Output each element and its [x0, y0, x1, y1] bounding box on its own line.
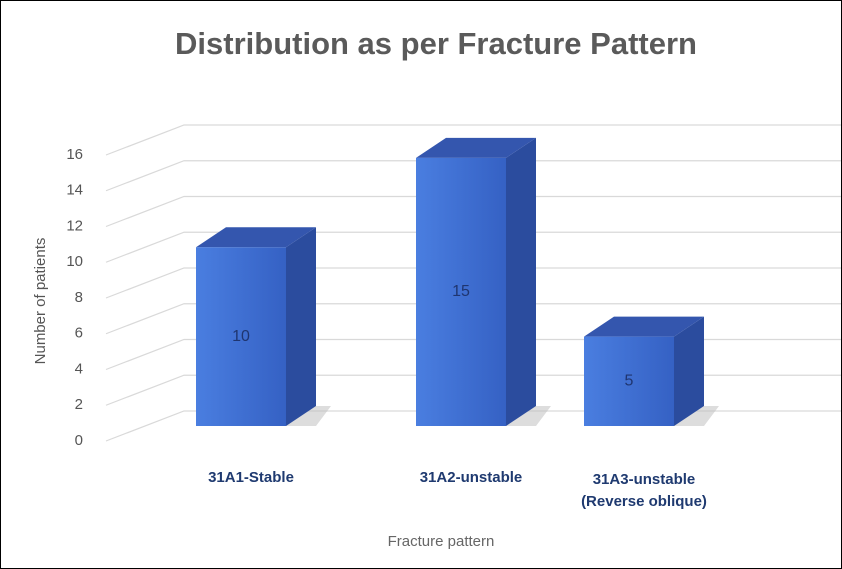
bar: [416, 137, 551, 426]
y-tick-label: 8: [75, 289, 83, 306]
chart-title: Distribution as per Fracture Pattern: [175, 26, 697, 61]
y-tick-label: 0: [75, 432, 83, 449]
bar: [196, 227, 331, 426]
bar-side: [506, 137, 536, 426]
x-tick-label: 31A3-unstable (Reverse oblique): [581, 471, 707, 510]
x-axis-title: Fracture pattern: [388, 533, 495, 550]
y-tick-label: 4: [75, 360, 83, 377]
value-label: 15: [452, 283, 470, 300]
grid-line: [105, 124, 841, 156]
y-tick-label: 10: [66, 253, 83, 270]
bar-front: [584, 336, 674, 426]
grid-line: [105, 160, 841, 192]
y-tick-label: 2: [75, 396, 83, 413]
y-tick-label: 16: [66, 146, 83, 163]
bar-side: [286, 227, 316, 426]
bar-side: [674, 316, 704, 426]
x-tick-label: 31A2-unstable: [419, 469, 523, 486]
bar-top: [584, 316, 704, 337]
value-label: 5: [625, 373, 634, 390]
bar: [584, 316, 719, 426]
bar-front: [196, 247, 286, 426]
value-label: 10: [232, 328, 250, 345]
y-tick-label: 14: [66, 182, 83, 199]
grid-line: [105, 231, 841, 263]
grid-line: [105, 195, 841, 228]
bar-top: [416, 137, 536, 158]
y-axis-title: Number of patients: [32, 238, 49, 365]
y-tick-label: 12: [66, 217, 83, 234]
y-tick-label: 6: [75, 325, 83, 342]
bar-top: [196, 227, 316, 248]
grid-line: [105, 267, 841, 299]
grid-line: [105, 303, 841, 335]
x-tick-label: 31A1-Stable: [208, 469, 294, 486]
bar-front: [416, 157, 506, 426]
